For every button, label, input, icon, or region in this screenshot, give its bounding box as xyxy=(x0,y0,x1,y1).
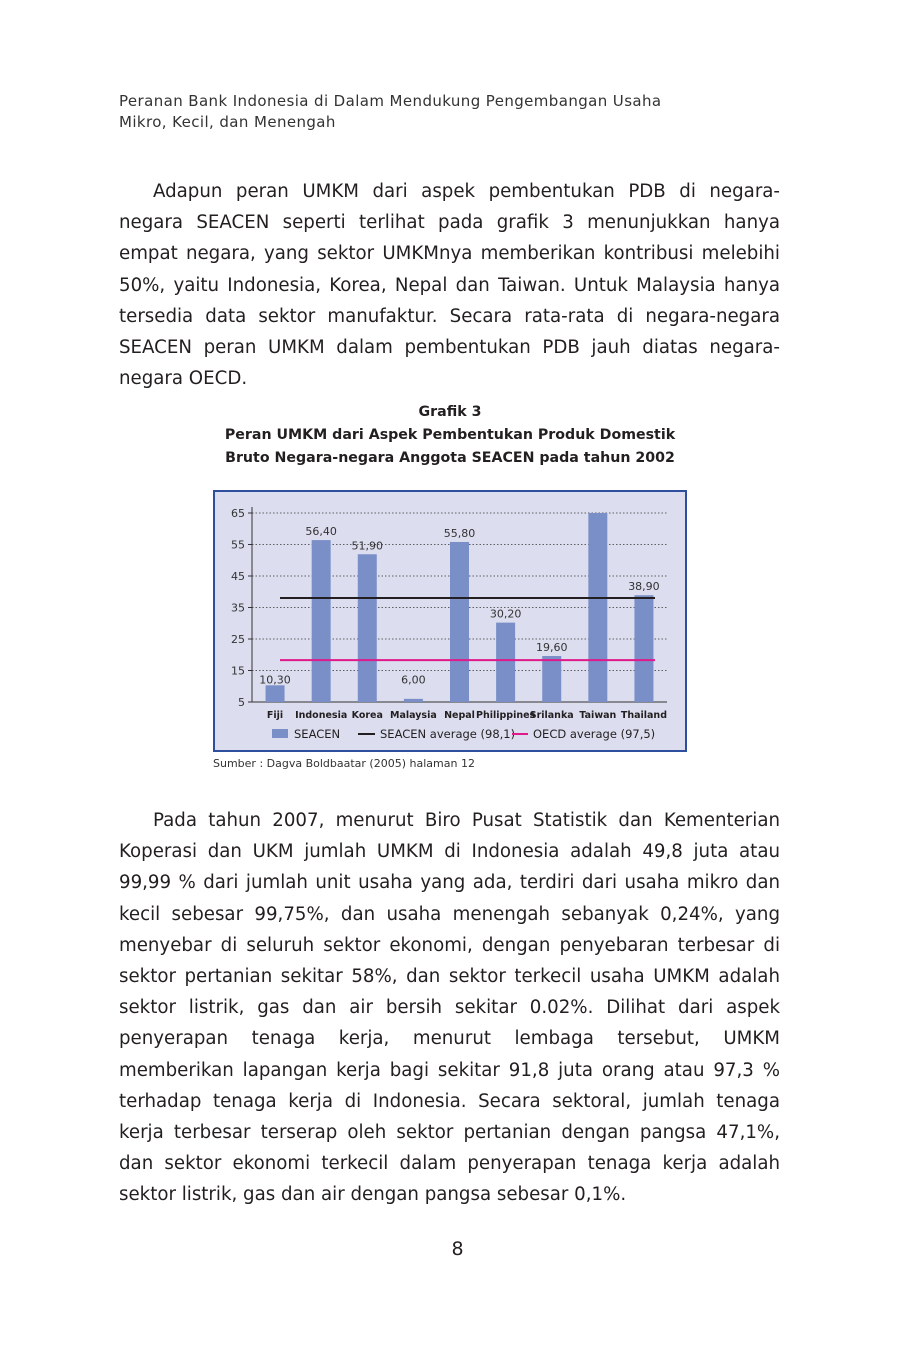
x-tick-label: Malaysia xyxy=(390,710,437,721)
legend-swatch-seacen xyxy=(272,729,288,738)
data-label: 6,00 xyxy=(401,674,426,687)
bar-taiwan xyxy=(588,513,608,702)
paragraph-2: Pada tahun 2007, menurut Biro Pusat Stat… xyxy=(119,805,780,1211)
y-tick-label: 45 xyxy=(231,570,245,583)
data-label: 10,30 xyxy=(259,674,291,687)
y-tick-label: 65 xyxy=(231,507,245,520)
x-tick-label: Indonesia xyxy=(295,710,347,721)
chart-title-line-2: Bruto Negara-negara Anggota SEACEN pada … xyxy=(225,450,675,466)
bar-indonesia xyxy=(311,540,331,702)
data-label: 51,90 xyxy=(352,539,384,552)
running-header-line-1: Peranan Bank Indonesia di Dalam Mendukun… xyxy=(119,92,662,110)
chart-title-line-1: Peran UMKM dari Aspek Pembentukan Produk… xyxy=(224,427,676,443)
bar-srilanka xyxy=(542,656,562,702)
y-tick-label: 25 xyxy=(231,633,245,646)
bar-philippines xyxy=(496,622,516,702)
legend-label-oecd-average: OECD average (97,5) xyxy=(533,727,655,741)
legend-label-seacen: SEACEN xyxy=(294,727,340,741)
bar-malaysia xyxy=(403,698,423,702)
paragraph-1: Adapun peran UMKM dari aspek pembentukan… xyxy=(119,176,780,394)
bar-thailand xyxy=(634,595,654,702)
chart-source: Sumber : Dagva Boldbaatar (2005) halaman… xyxy=(213,757,475,770)
bar-nepal xyxy=(450,541,469,702)
y-tick-label: 15 xyxy=(231,665,245,678)
paragraph-2-text: Pada tahun 2007, menurut Biro Pusat Stat… xyxy=(119,810,780,1206)
x-tick-label: Srilanka xyxy=(530,710,574,721)
bar-korea xyxy=(357,554,377,702)
data-label: 55,80 xyxy=(444,527,476,540)
x-tick-label: Korea xyxy=(352,710,383,721)
x-tick-label: Fiji xyxy=(267,710,283,721)
y-tick-label: 55 xyxy=(231,539,245,552)
running-header: Peranan Bank Indonesia di Dalam Mendukun… xyxy=(119,91,759,133)
x-tick-label: Philippines xyxy=(476,710,536,721)
chart-canvas: 5 15 25 35 45 55 65 Fiji 10,30 Indonesia 56,40 Kore… xyxy=(231,507,667,741)
chart-number: Grafik 3 xyxy=(418,404,482,420)
data-label: 38,90 xyxy=(628,580,660,593)
bar-fiji xyxy=(265,685,285,702)
legend-label-seacen-average: SEACEN average (98,1) xyxy=(380,727,515,741)
x-tick-label: Taiwan xyxy=(579,710,616,721)
paragraph-1-text: Adapun peran UMKM dari aspek pembentukan… xyxy=(119,181,780,390)
data-label: 19,60 xyxy=(536,641,568,654)
page-number: 8 xyxy=(451,1238,464,1260)
y-tick-label: 35 xyxy=(231,602,245,615)
data-label: 30,20 xyxy=(490,608,521,621)
data-label: 56,40 xyxy=(305,525,337,538)
chart-caption: Grafik 3 Peran UMKM dari Aspek Pembentuk… xyxy=(150,401,750,470)
y-tick-label: 5 xyxy=(238,696,245,709)
x-tick-label: Nepal xyxy=(444,710,475,721)
bar-chart: 5 15 25 35 45 55 65 Fiji 10,30 Indonesia 56,40 Kore… xyxy=(213,490,687,752)
running-header-line-2: Mikro, Kecil, dan Menengah xyxy=(119,113,336,131)
x-tick-label: Thailand xyxy=(621,710,667,721)
